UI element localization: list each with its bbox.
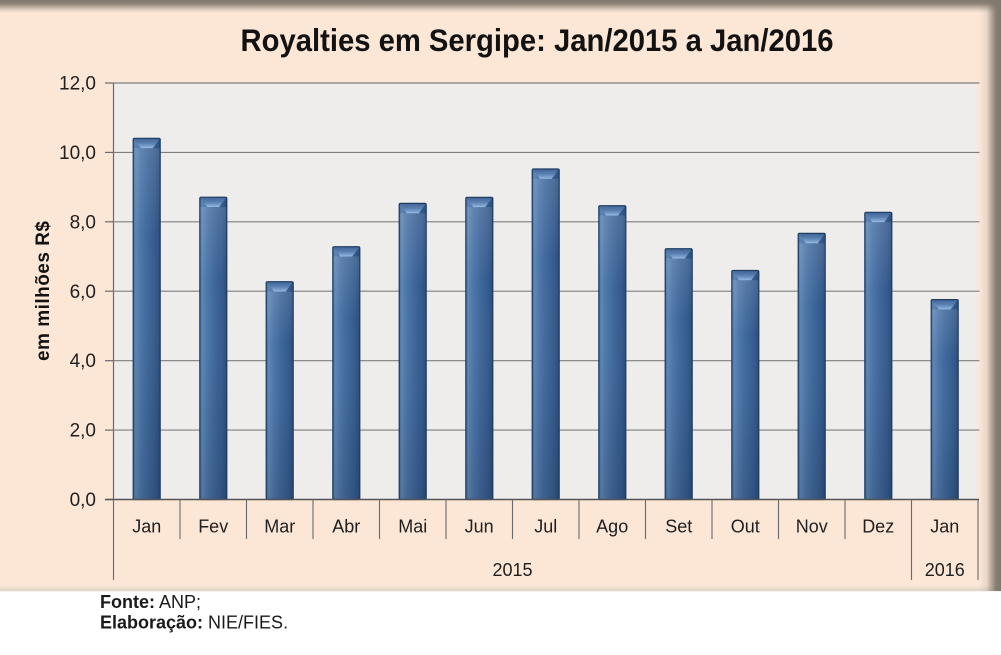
svg-text:Fev: Fev (198, 517, 228, 537)
svg-text:Abr: Abr (332, 517, 360, 537)
svg-text:Mai: Mai (398, 517, 427, 537)
svg-text:0,0: 0,0 (70, 490, 96, 511)
svg-text:6,0: 6,0 (70, 282, 96, 303)
svg-text:Fonte: ANP;: Fonte: ANP; (100, 592, 201, 612)
svg-text:Nov: Nov (796, 517, 828, 537)
svg-text:Jul: Jul (534, 517, 557, 537)
svg-text:Out: Out (731, 517, 760, 537)
svg-text:Mar: Mar (264, 517, 295, 537)
svg-text:Dez: Dez (862, 517, 894, 537)
svg-text:Elaboração: NIE/FIES.: Elaboração: NIE/FIES. (100, 613, 288, 633)
svg-text:2,0: 2,0 (70, 421, 96, 442)
svg-text:Jan: Jan (132, 517, 161, 537)
svg-text:Jun: Jun (465, 517, 494, 537)
svg-text:2015: 2015 (492, 560, 532, 580)
svg-text:em milhões R$: em milhões R$ (33, 221, 54, 361)
svg-text:Royalties em Sergipe: Jan/2015: Royalties em Sergipe: Jan/2015 a Jan/201… (241, 22, 834, 58)
svg-text:Jan: Jan (930, 517, 959, 537)
svg-text:10,0: 10,0 (59, 143, 96, 164)
svg-text:Set: Set (665, 517, 692, 537)
svg-text:Ago: Ago (596, 517, 628, 537)
svg-text:2016: 2016 (925, 560, 965, 580)
svg-text:4,0: 4,0 (70, 351, 96, 372)
svg-text:12,0: 12,0 (59, 74, 96, 95)
svg-text:8,0: 8,0 (70, 212, 96, 233)
